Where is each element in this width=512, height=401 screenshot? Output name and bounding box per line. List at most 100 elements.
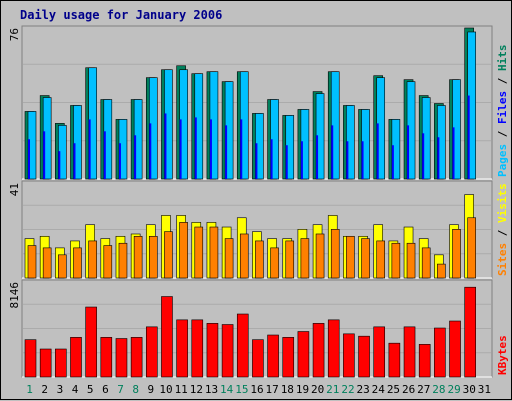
day-label-23: 23 — [357, 383, 370, 396]
chart-title: Daily usage for January 2006 — [20, 8, 223, 22]
day-label-14: 14 — [220, 383, 234, 396]
bar-files-day-15 — [240, 119, 243, 179]
bar-files-day-3 — [58, 151, 61, 179]
bar-sites-day-13 — [209, 226, 219, 279]
bar-files-day-17 — [270, 139, 273, 179]
bar-kbytes-day-9 — [145, 326, 158, 378]
bar-sites-day-17 — [270, 247, 279, 279]
bar-kbytes-day-20 — [312, 323, 325, 378]
bar-kbytes-day-8 — [130, 337, 143, 378]
bar-files-day-25 — [391, 145, 394, 179]
bar-kbytes-day-22 — [343, 333, 355, 378]
bar-kbytes-day-5 — [85, 306, 97, 378]
day-label-24: 24 — [372, 383, 386, 396]
bar-sites-day-1 — [27, 245, 37, 279]
bar-sites-day-9 — [148, 235, 158, 279]
bar-sites-day-5 — [88, 240, 97, 279]
bar-files-day-27 — [422, 133, 425, 179]
bar-kbytes-day-11 — [176, 319, 188, 378]
day-label-21: 21 — [326, 383, 339, 396]
bar-files-day-18 — [285, 145, 288, 179]
bar-sites-day-20 — [315, 233, 325, 279]
bar-kbytes-day-18 — [282, 337, 295, 378]
bar-kbytes-day-12 — [191, 319, 204, 378]
day-label-26: 26 — [402, 383, 415, 396]
day-label-6: 6 — [102, 383, 109, 396]
bar-files-day-20 — [316, 135, 319, 179]
bar-sites-day-3 — [58, 254, 67, 279]
bar-kbytes-day-23 — [358, 335, 370, 378]
legend-part-0-0: Pages — [496, 144, 509, 177]
day-label-2: 2 — [41, 383, 48, 396]
legend-part-1-0: Sites — [496, 243, 509, 276]
bar-sites-day-16 — [255, 240, 264, 279]
day-label-13: 13 — [205, 383, 218, 396]
bar-sites-day-14 — [224, 238, 234, 279]
ymax-label-1: 41 — [8, 183, 21, 196]
day-label-15: 15 — [235, 383, 248, 396]
bar-files-day-22 — [346, 141, 349, 179]
day-label-27: 27 — [417, 383, 430, 396]
bar-files-day-2 — [43, 131, 46, 179]
bar-sites-day-22 — [346, 235, 355, 279]
bar-kbytes-day-27 — [418, 344, 431, 378]
bar-files-day-5 — [88, 119, 91, 179]
bar-kbytes-day-29 — [449, 320, 461, 378]
bar-kbytes-day-16 — [252, 339, 264, 378]
bar-kbytes-day-6 — [100, 337, 113, 378]
bar-kbytes-day-15 — [236, 313, 249, 378]
day-label-1: 1 — [26, 383, 33, 396]
bar-kbytes-day-17 — [267, 334, 279, 378]
bar-kbytes-day-25 — [388, 342, 401, 378]
bar-sites-day-29 — [452, 229, 461, 279]
bar-files-day-26 — [407, 125, 410, 179]
day-label-17: 17 — [266, 383, 279, 396]
bar-sites-day-25 — [391, 242, 401, 279]
bar-files-day-6 — [103, 131, 106, 179]
bar-sites-day-12 — [194, 226, 204, 279]
day-label-3: 3 — [57, 383, 64, 396]
bar-sites-day-19 — [300, 238, 310, 279]
bar-files-day-8 — [134, 135, 137, 179]
bar-kbytes-day-13 — [206, 323, 219, 378]
bar-files-day-24 — [376, 123, 379, 179]
bar-sites-day-4 — [73, 247, 82, 279]
bar-sites-day-23 — [361, 238, 370, 279]
bar-files-day-9 — [149, 123, 152, 179]
day-label-9: 9 — [148, 383, 155, 396]
day-label-8: 8 — [132, 383, 139, 396]
day-label-29: 29 — [447, 383, 460, 396]
bar-kbytes-day-26 — [403, 326, 416, 378]
day-label-31: 31 — [478, 383, 491, 396]
legend-part-0-3: / — [496, 71, 509, 91]
bar-sites-day-30 — [467, 217, 476, 279]
bar-files-day-4 — [73, 143, 76, 179]
day-label-12: 12 — [190, 383, 203, 396]
bar-files-day-28 — [437, 137, 440, 179]
legend-part-2-0: KBytes — [496, 335, 509, 375]
legend-label-2: KBytes — [496, 335, 509, 375]
day-label-5: 5 — [87, 383, 94, 396]
bar-pages-day-4 — [73, 105, 82, 180]
bar-sites-day-6 — [103, 245, 113, 279]
legend-part-0-2: Files — [496, 91, 509, 124]
bar-sites-day-28 — [437, 263, 446, 279]
bar-sites-day-26 — [406, 242, 416, 279]
bar-files-day-29 — [452, 127, 455, 179]
bar-kbytes-day-14 — [221, 324, 234, 378]
day-label-28: 28 — [432, 383, 445, 396]
bar-files-day-10 — [164, 113, 167, 179]
bar-sites-day-7 — [118, 242, 128, 279]
bar-files-day-12 — [194, 117, 197, 179]
legend-part-0-4: Hits — [496, 45, 509, 72]
bar-files-day-11 — [179, 119, 182, 179]
bar-sites-day-18 — [285, 240, 295, 279]
bar-files-day-1 — [28, 139, 30, 179]
bar-kbytes-day-4 — [70, 337, 82, 378]
day-label-19: 19 — [296, 383, 309, 396]
bar-files-day-16 — [255, 143, 258, 179]
bar-kbytes-day-1 — [24, 339, 37, 378]
bar-kbytes-day-28 — [434, 327, 446, 378]
